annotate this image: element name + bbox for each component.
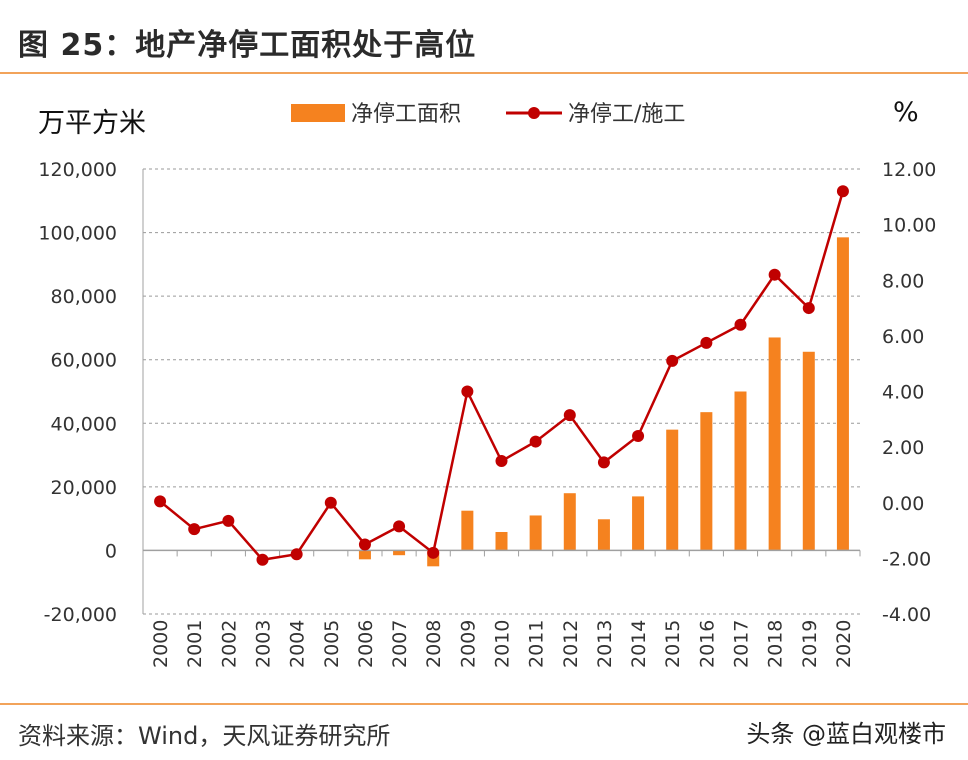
line-point [632, 430, 645, 442]
x-tick-label: 2005 [321, 620, 343, 668]
right-tick-label: 8.00 [882, 270, 924, 292]
line-point [393, 520, 406, 533]
line-point [666, 354, 679, 367]
bar [802, 351, 815, 551]
x-tick-label: 2011 [526, 620, 548, 668]
watermark: 头条 @蓝白观楼市 [746, 720, 946, 748]
x-tick-label: 2002 [218, 620, 240, 668]
x-tick-label: 2016 [696, 620, 718, 668]
line-point [222, 514, 235, 527]
line-point [324, 496, 337, 509]
bar [393, 550, 406, 556]
bar [461, 510, 474, 551]
x-tick-label: 2019 [799, 620, 821, 668]
legend: 净停工面积 净停工/施工 [291, 102, 685, 127]
bar [597, 519, 610, 551]
x-tick-label: 2003 [253, 620, 275, 668]
x-tick-label: 2007 [389, 620, 411, 668]
right-axis-unit: % [893, 97, 919, 128]
source-note: 资料来源：Wind，天风证券研究所 [18, 722, 391, 750]
line-point [290, 548, 303, 561]
line-point [256, 553, 269, 566]
left-axis-unit: 万平方米 [38, 108, 146, 139]
left-tick-label: -20,000 [44, 604, 117, 626]
right-tick-label: 10.00 [882, 215, 936, 237]
x-tick-label: 2000 [150, 620, 172, 668]
bar [734, 391, 747, 551]
x-tick-label: 2001 [184, 620, 206, 668]
right-tick-label: 2.00 [882, 437, 924, 459]
line-point [154, 495, 167, 508]
line-point [734, 318, 747, 331]
tick-labels: 120,000 100,000 80,000 60,000 40,000 20,000 0 -… [38, 159, 936, 668]
bar [529, 515, 542, 551]
top-divider [0, 72, 968, 74]
right-tick-label: 0.00 [882, 493, 924, 515]
line-point [495, 455, 508, 468]
right-tick-label: -4.00 [882, 604, 931, 626]
x-tick-label: 2020 [833, 620, 855, 668]
left-tick-label: 60,000 [51, 350, 117, 372]
axes [142, 169, 861, 614]
x-tick-label: 2012 [560, 620, 582, 668]
right-tick-label: -2.00 [882, 548, 931, 570]
left-tick-label: 40,000 [51, 413, 117, 435]
line-point [768, 268, 781, 281]
line-point [461, 385, 474, 398]
line-point [597, 456, 610, 469]
line-series [154, 185, 849, 566]
right-tick-label: 4.00 [882, 382, 924, 404]
x-tick-label: 2004 [287, 620, 309, 668]
left-tick-label: 100,000 [38, 223, 117, 245]
left-tick-label: 80,000 [51, 286, 117, 308]
x-tick-label: 2009 [457, 620, 479, 668]
bar [495, 531, 508, 551]
x-tick-label: 2018 [765, 620, 787, 668]
left-tick-label: 20,000 [51, 477, 117, 499]
bar [632, 496, 645, 551]
line-point [563, 409, 576, 422]
bar [700, 412, 713, 551]
legend-line-label: 净停工/施工 [568, 102, 685, 127]
x-tick-label: 2008 [423, 620, 445, 668]
line-point [836, 185, 849, 198]
bar [358, 550, 371, 560]
bar [768, 337, 781, 551]
legend-bar-label: 净停工面积 [351, 102, 461, 127]
bar [836, 237, 849, 551]
right-tick-label: 6.00 [882, 326, 924, 348]
line-point [427, 546, 440, 559]
line-point [358, 538, 371, 551]
x-tick-label: 2006 [355, 620, 377, 668]
bar [563, 493, 576, 551]
line-point [700, 336, 713, 349]
line-point [802, 302, 815, 315]
x-tick-label: 2017 [731, 620, 753, 668]
x-tick-label: 2015 [662, 620, 684, 668]
bar-series [358, 237, 849, 567]
x-tick-label: 2013 [594, 620, 616, 668]
bar [666, 429, 679, 551]
right-tick-label: 12.00 [882, 159, 936, 181]
bottom-divider [0, 703, 968, 705]
page-title: 图 25：地产净停工面积处于高位 [18, 28, 477, 63]
left-tick-label: 120,000 [38, 159, 117, 181]
legend-line-marker [528, 107, 540, 119]
x-tick-label: 2010 [492, 620, 514, 668]
legend-bar-swatch [291, 104, 345, 122]
line-point [188, 523, 201, 536]
line-point [529, 435, 542, 448]
left-tick-label: 0 [105, 540, 117, 562]
x-tick-label: 2014 [628, 620, 650, 668]
